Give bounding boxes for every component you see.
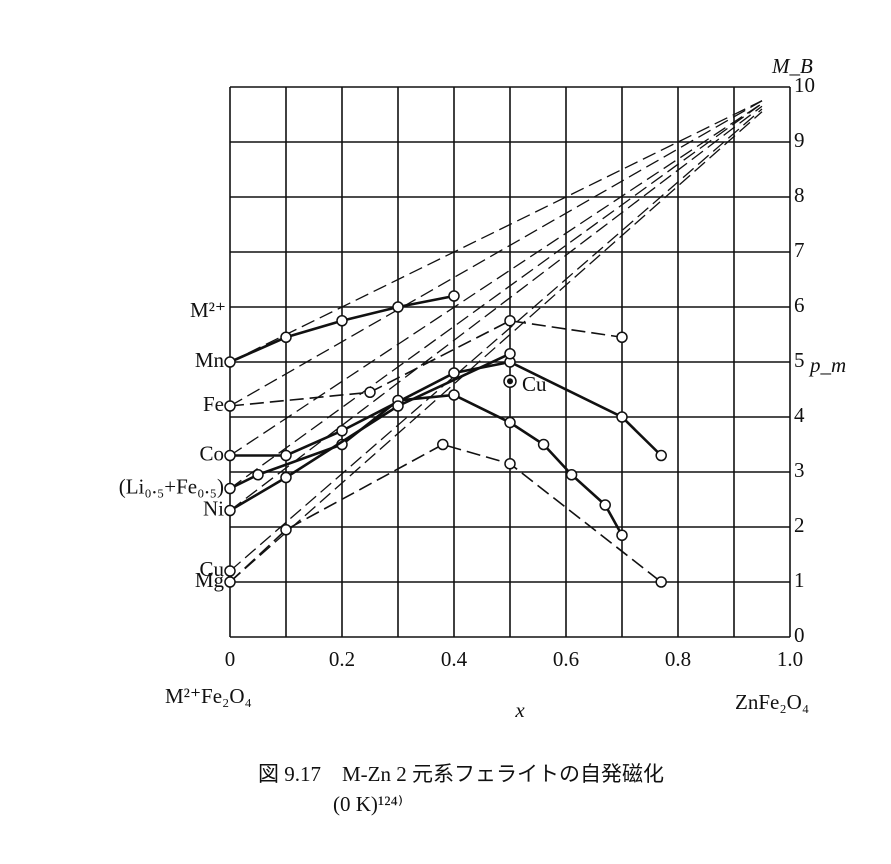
data-point bbox=[504, 458, 516, 470]
x-left-label: M²⁺Fe₂O₄ bbox=[165, 684, 252, 708]
theory-line bbox=[229, 108, 763, 572]
data-point bbox=[224, 449, 236, 462]
data-point bbox=[504, 416, 516, 429]
series-label: Ni bbox=[203, 496, 224, 520]
series-line bbox=[229, 352, 511, 512]
data-point bbox=[437, 438, 449, 451]
y-tick-label: 2 bbox=[794, 513, 805, 537]
caption: 図 9.17 M-Zn 2 元系フェライトの自発磁化 bbox=[258, 762, 664, 786]
data-point bbox=[565, 469, 578, 481]
x-label: x bbox=[514, 698, 525, 722]
data-point bbox=[392, 301, 404, 313]
series-label: (Li₀.₅+Fe₀.₅) bbox=[119, 474, 224, 498]
series-header: M²⁺ bbox=[190, 298, 226, 322]
data-point bbox=[616, 529, 628, 541]
data-point bbox=[224, 482, 236, 495]
data-point bbox=[448, 290, 460, 302]
x-right-label: ZnFe₂O₄ bbox=[735, 690, 809, 714]
series-line bbox=[229, 393, 624, 536]
series-label: Fe bbox=[203, 392, 224, 416]
data-point bbox=[280, 471, 292, 484]
data-point bbox=[280, 331, 292, 343]
y-tick-label: 10 bbox=[794, 73, 815, 97]
data-point bbox=[448, 389, 460, 401]
x-tick-label: 1.0 bbox=[777, 647, 803, 671]
y-tick-label: 1 bbox=[794, 568, 805, 592]
data-point bbox=[616, 411, 628, 423]
theory-line bbox=[229, 100, 763, 407]
data-point bbox=[224, 356, 236, 368]
series-label: Mg bbox=[195, 568, 225, 592]
caption: (0 K)¹²⁴⁾ bbox=[333, 792, 403, 816]
x-tick-label: 0.6 bbox=[553, 647, 579, 671]
y-tick-label: 8 bbox=[794, 183, 805, 207]
y-tick-label: 5 bbox=[794, 348, 805, 372]
data-point bbox=[599, 499, 611, 511]
series-label: Co bbox=[199, 441, 224, 465]
highlight-dot bbox=[507, 378, 513, 385]
y-tick-label: 4 bbox=[794, 403, 805, 427]
data-point bbox=[616, 331, 628, 343]
x-tick-label: 0.2 bbox=[329, 647, 355, 671]
axis-top-label: M_B bbox=[771, 54, 813, 78]
theory-line bbox=[229, 102, 763, 457]
series-line bbox=[229, 319, 623, 407]
highlight-label: Cu bbox=[522, 372, 547, 396]
data-point bbox=[252, 469, 264, 481]
data-point bbox=[224, 504, 236, 517]
axis-right-label: p_m bbox=[808, 353, 846, 377]
data-point bbox=[224, 400, 236, 412]
data-point bbox=[504, 315, 516, 327]
x-tick-label: 0.8 bbox=[665, 647, 691, 671]
data-point bbox=[392, 400, 404, 412]
data-point bbox=[224, 576, 236, 588]
series-label: Cu bbox=[199, 557, 224, 581]
theory-line bbox=[229, 102, 763, 490]
theory-line bbox=[229, 105, 763, 512]
theory-line bbox=[229, 100, 763, 363]
series-line bbox=[229, 443, 662, 583]
y-tick-label: 0 bbox=[794, 623, 805, 647]
data-point bbox=[280, 524, 292, 536]
data-point bbox=[655, 576, 667, 588]
x-tick-label: 0.4 bbox=[441, 647, 468, 671]
y-tick-label: 6 bbox=[794, 293, 805, 317]
series-label: Mn bbox=[195, 348, 225, 372]
theory-line bbox=[229, 111, 763, 583]
data-point bbox=[537, 438, 550, 451]
y-tick-label: 7 bbox=[794, 238, 805, 262]
data-point bbox=[364, 386, 376, 398]
data-point bbox=[448, 367, 460, 379]
y-tick-label: 3 bbox=[794, 458, 805, 482]
x-tick-label: 0 bbox=[225, 647, 236, 671]
y-tick-label: 9 bbox=[794, 128, 805, 152]
data-point bbox=[504, 348, 516, 360]
data-point bbox=[280, 449, 292, 462]
data-point bbox=[224, 565, 236, 577]
data-point bbox=[336, 315, 348, 327]
data-point bbox=[336, 425, 348, 437]
data-point bbox=[655, 449, 667, 462]
